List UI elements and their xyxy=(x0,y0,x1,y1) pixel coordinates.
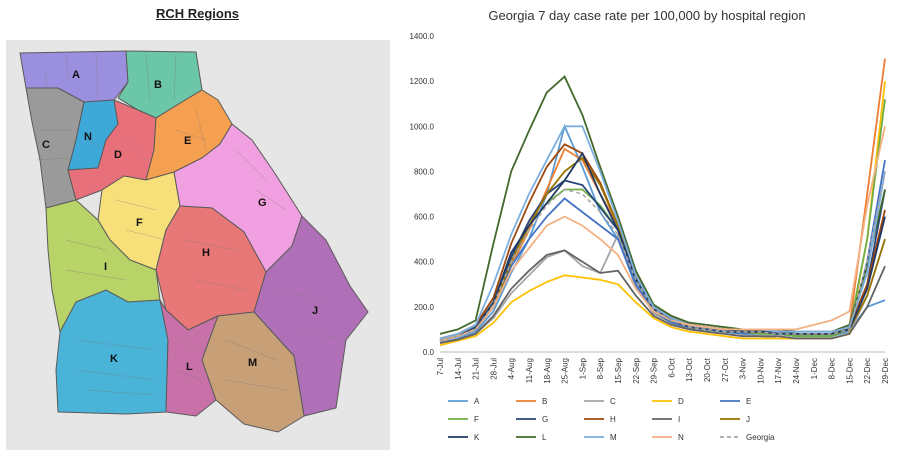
legend-label-g: G xyxy=(542,415,548,424)
x-tick-label: 3-Nov xyxy=(739,358,748,379)
series-lines xyxy=(439,58,886,347)
x-tick-label: 29-Sep xyxy=(650,357,659,383)
x-tick-label: 15-Sep xyxy=(614,357,623,383)
legend-label-h: H xyxy=(610,415,616,424)
y-tick-label: 0.0 xyxy=(423,348,435,357)
legend-label-b: B xyxy=(542,397,547,406)
x-tick-label: 29-Dec xyxy=(881,358,890,384)
region-label-I: I xyxy=(104,261,107,273)
x-tick-label: 25-Aug xyxy=(561,358,570,384)
region-M xyxy=(201,311,305,433)
case-rate-chart: Georgia 7 day case rate per 100,000 by h… xyxy=(410,8,890,442)
x-tick-label: 24-Nov xyxy=(792,358,801,384)
legend-label-e: E xyxy=(746,397,751,406)
x-tick-label: 21-Jul xyxy=(472,358,481,380)
legend-label-l: L xyxy=(542,433,547,442)
legend-label-i: I xyxy=(678,415,680,424)
region-label-A: A xyxy=(72,69,80,81)
x-tick-label: 27-Oct xyxy=(721,357,730,382)
georgia-region-map: A B C N D E F G H I J K L M xyxy=(6,40,390,450)
region-label-J: J xyxy=(312,305,318,317)
y-tick-label: 400.0 xyxy=(414,258,435,267)
legend-label-j: J xyxy=(746,415,750,424)
series-line-m xyxy=(439,125,886,340)
y-tick-label: 200.0 xyxy=(414,303,435,312)
x-tick-label: 10-Nov xyxy=(756,358,765,384)
y-tick-label: 600.0 xyxy=(414,213,435,222)
x-tick-label: 1-Sep xyxy=(578,357,587,379)
x-tick-label: 8-Dec xyxy=(828,358,837,379)
legend-label-m: M xyxy=(610,433,617,442)
x-tick-label: 6-Oct xyxy=(667,357,676,377)
map-title: RCH Regions xyxy=(155,6,240,21)
region-label-D: D xyxy=(114,149,122,161)
region-label-N: N xyxy=(84,131,92,143)
x-tick-label: 4-Aug xyxy=(507,358,516,379)
y-tick-label: 800.0 xyxy=(414,167,435,176)
map-panel: RCH Regions A B C N D E xyxy=(0,0,395,453)
legend-label-d: D xyxy=(678,397,684,406)
region-label-K: K xyxy=(110,353,118,365)
y-tick-label: 1200.0 xyxy=(410,77,435,86)
x-tick-label: 17-Nov xyxy=(774,358,783,384)
x-tick-label: 11-Aug xyxy=(525,358,534,383)
region-K xyxy=(55,289,169,415)
legend: A B C D E F G H I J K L M N Georgia xyxy=(448,397,775,442)
y-tick-label: 1400.0 xyxy=(410,32,435,41)
x-tick-label: 1-Dec xyxy=(810,358,819,379)
x-tick-label: 22-Dec xyxy=(863,358,872,384)
legend-label-c: C xyxy=(610,397,616,406)
legend-label-n: N xyxy=(678,433,684,442)
x-tick-label: 8-Sep xyxy=(596,357,605,379)
series-line-n xyxy=(439,126,886,342)
county-lines xyxy=(35,51,347,396)
region-label-L: L xyxy=(186,361,193,373)
x-tick-label: 28-Jul xyxy=(489,358,498,380)
series-line-c xyxy=(439,232,886,344)
legend-label-georgia: Georgia xyxy=(746,433,775,442)
series-line-d xyxy=(439,80,886,347)
x-tick-label: 22-Sep xyxy=(632,357,641,383)
x-tick-label: 15-Dec xyxy=(845,358,854,384)
x-tick-label: 13-Oct xyxy=(685,357,694,382)
x-tick-label: 20-Oct xyxy=(703,357,712,382)
legend-label-a: A xyxy=(474,397,480,406)
legend-label-k: K xyxy=(474,433,480,442)
legend-label-f: F xyxy=(474,415,479,424)
x-tick-label: 18-Aug xyxy=(543,358,552,384)
region-label-C: C xyxy=(42,139,50,151)
region-label-E: E xyxy=(184,135,191,147)
x-tick-label: 7-Jul xyxy=(436,358,445,376)
x-tick-label: 14-Jul xyxy=(454,358,463,380)
chart-title: Georgia 7 day case rate per 100,000 by h… xyxy=(488,8,805,23)
region-label-H: H xyxy=(202,247,210,259)
series-line-f xyxy=(439,99,886,342)
y-tick-label: 1000.0 xyxy=(410,122,435,131)
region-label-M: M xyxy=(248,357,257,369)
region-label-F: F xyxy=(136,217,143,229)
region-label-B: B xyxy=(154,79,162,91)
series-line-georgia xyxy=(439,171,886,342)
region-label-G: G xyxy=(258,197,267,209)
y-axis: 0.0 200.0 400.0 600.0 800.0 1000.0 1200.0 1400.… xyxy=(410,32,885,357)
x-axis: 7-Jul 14-Jul 21-Jul 28-Jul 4-Aug 11-Aug 18-Aug… xyxy=(436,357,890,384)
series-line-i xyxy=(439,249,886,344)
